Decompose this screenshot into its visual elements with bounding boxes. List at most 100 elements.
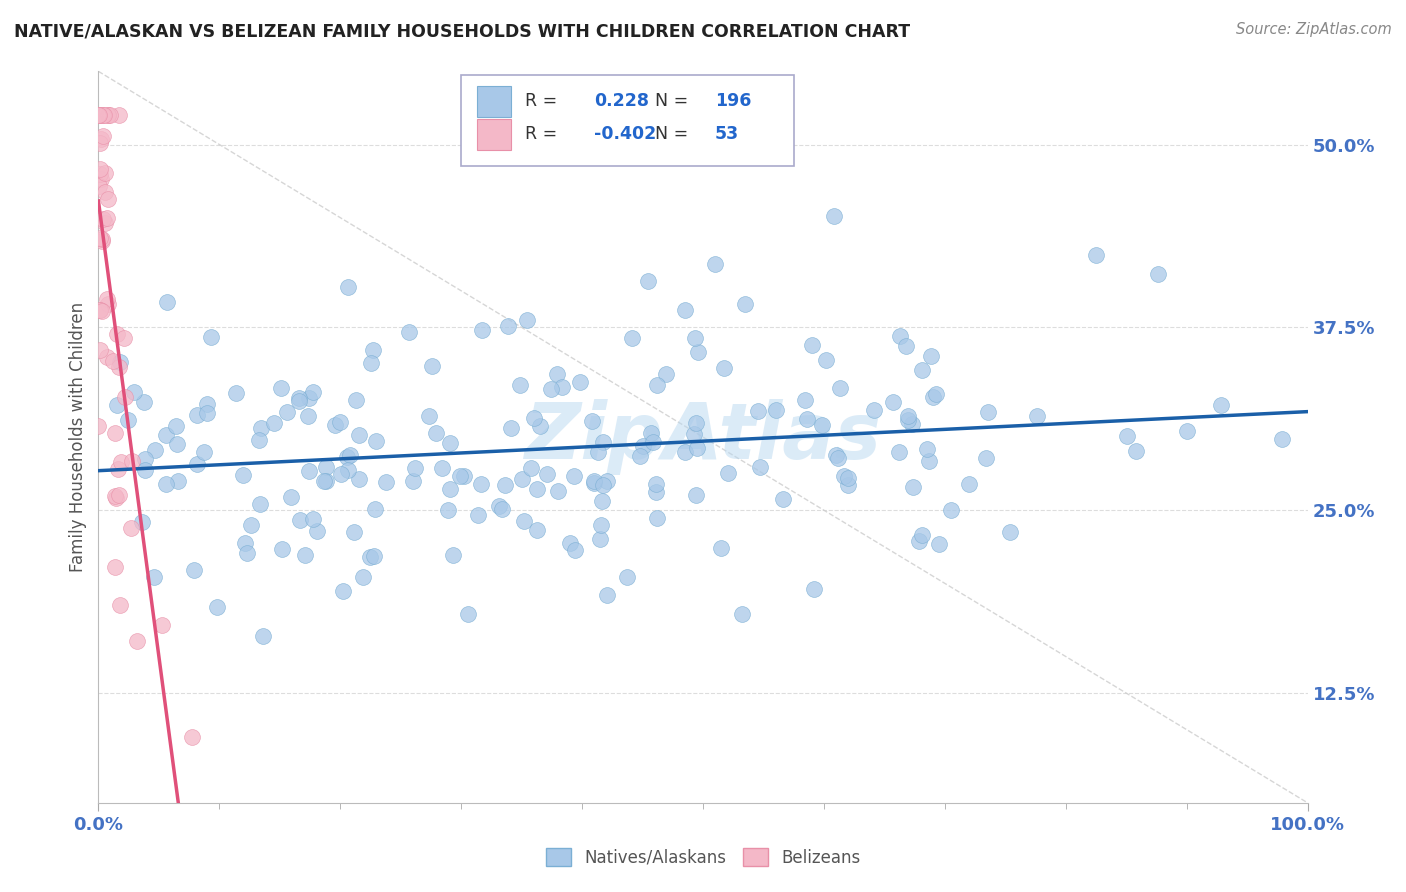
Point	[91, 108, 114, 122]
Point	[420, 359, 443, 374]
Point	[302, 512, 325, 526]
Point	[105, 491, 128, 505]
Point	[307, 524, 329, 538]
Point	[616, 569, 638, 583]
Point	[488, 499, 510, 513]
Point	[180, 730, 202, 744]
Point	[832, 469, 855, 483]
Text: NATIVE/ALASKAN VS BELIZEAN FAMILY HOUSEHOLDS WITH CHILDREN CORRELATION CHART: NATIVE/ALASKAN VS BELIZEAN FAMILY HOUSEH…	[14, 22, 910, 40]
Text: ZipAtlas: ZipAtlas	[524, 399, 882, 475]
Point	[901, 480, 924, 494]
FancyBboxPatch shape	[477, 119, 510, 150]
Point	[747, 404, 769, 418]
Point	[1026, 409, 1049, 423]
Point	[294, 548, 316, 562]
Point	[896, 339, 918, 353]
Point	[897, 413, 920, 427]
Point	[957, 477, 980, 491]
Point	[647, 378, 669, 392]
Point	[91, 303, 114, 318]
Point	[509, 378, 531, 392]
Point	[96, 351, 118, 365]
Point	[558, 535, 581, 549]
Text: Source: ZipAtlas.com: Source: ZipAtlas.com	[1236, 22, 1392, 37]
Point	[683, 331, 706, 345]
Point	[134, 452, 156, 467]
Point	[155, 477, 177, 491]
Point	[901, 417, 924, 431]
Point	[89, 303, 111, 318]
Point	[312, 475, 335, 489]
Point	[89, 168, 111, 182]
Point	[1175, 424, 1198, 438]
Point	[107, 360, 129, 375]
Point	[1271, 432, 1294, 446]
Point	[551, 380, 574, 394]
Point	[439, 435, 461, 450]
Point	[117, 413, 139, 427]
Point	[647, 511, 669, 525]
Point	[499, 421, 522, 435]
Point	[1084, 248, 1107, 262]
Point	[586, 445, 609, 459]
Point	[108, 488, 131, 502]
Point	[344, 392, 367, 407]
Point	[361, 343, 384, 357]
Point	[87, 108, 110, 122]
Point	[270, 381, 292, 395]
Point	[250, 420, 273, 434]
Point	[889, 329, 911, 343]
Point	[114, 390, 136, 404]
Point	[918, 454, 941, 468]
Point	[91, 128, 114, 143]
Point	[271, 542, 294, 557]
Point	[90, 108, 112, 122]
Point	[89, 302, 111, 317]
Point	[457, 607, 479, 622]
Point	[336, 450, 359, 464]
Point	[183, 563, 205, 577]
Point	[907, 534, 929, 549]
Point	[332, 583, 354, 598]
Point	[89, 343, 111, 357]
Text: N =: N =	[655, 125, 688, 144]
Point	[911, 363, 934, 377]
Point	[887, 445, 910, 459]
Point	[155, 428, 177, 442]
Point	[186, 408, 208, 422]
Point	[1125, 443, 1147, 458]
Point	[814, 353, 837, 368]
Point	[529, 419, 551, 434]
Point	[540, 382, 562, 396]
Point	[925, 386, 948, 401]
Point	[288, 392, 311, 406]
Point	[343, 524, 366, 539]
Point	[470, 477, 492, 491]
Point	[811, 418, 834, 433]
Point	[336, 463, 359, 477]
Point	[520, 461, 543, 475]
Point	[592, 477, 614, 491]
Point	[112, 330, 135, 344]
Point	[93, 186, 115, 200]
Point	[347, 472, 370, 486]
Text: 196: 196	[716, 93, 751, 111]
Point	[89, 172, 111, 186]
Point	[87, 419, 110, 434]
Point	[288, 513, 311, 527]
Point	[418, 409, 440, 424]
Point	[920, 349, 942, 363]
Point	[536, 467, 558, 482]
Point	[120, 521, 142, 535]
Point	[498, 318, 520, 333]
Point	[97, 193, 120, 207]
Point	[640, 426, 662, 441]
Point	[591, 493, 613, 508]
Point	[644, 477, 666, 491]
Point	[156, 294, 179, 309]
Point	[637, 274, 659, 288]
Point	[97, 108, 120, 122]
Point	[200, 330, 222, 344]
Point	[1116, 429, 1139, 443]
Point	[404, 461, 426, 475]
